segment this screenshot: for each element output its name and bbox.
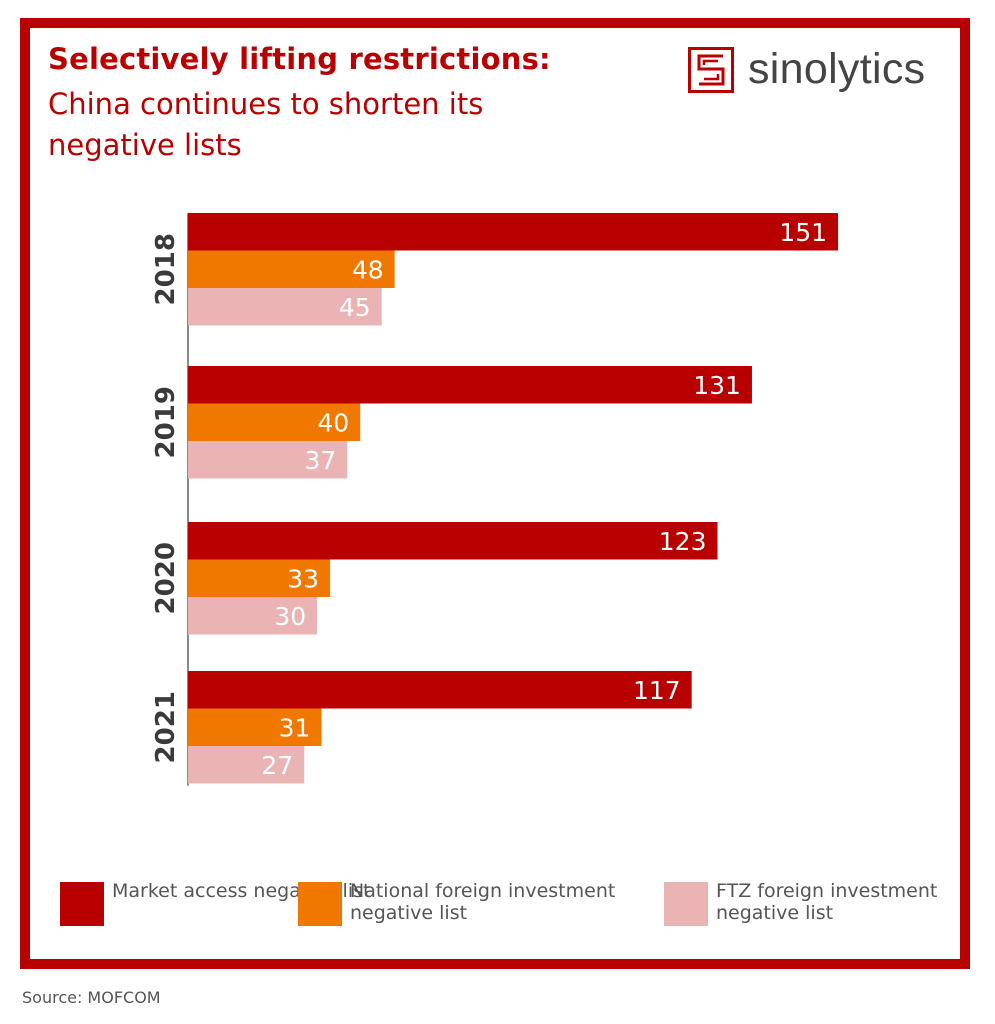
data-label-market-2020: 123 [659,527,707,556]
bar-ftz-2018 [188,288,382,326]
data-label-national-2020: 33 [287,564,319,593]
category-label-2020: 2020 [151,542,181,614]
bar-market-2018 [188,213,839,251]
bar-market-2020 [188,522,718,560]
brand-logo: sinolytics [688,45,948,99]
bar-national-2018 [188,250,395,288]
legend-swatch-ftz [664,882,708,926]
data-label-national-2021: 31 [279,713,311,742]
legend-label-ftz: FTZ foreign investment negative list [716,880,938,924]
chart-frame [20,18,970,969]
bar-ftz-2021 [188,746,305,784]
legend-swatch-market [60,882,104,926]
bar-national-2021 [188,708,322,746]
legend-swatch-national [298,882,342,926]
data-label-market-2019: 131 [693,371,741,400]
source-note: Source: MOFCOM [22,988,161,1007]
category-label-2018: 2018 [151,233,181,305]
data-label-national-2019: 40 [317,408,349,437]
data-label-national-2018: 48 [352,255,384,284]
chart-title: Selectively lifting restrictions: [48,42,551,76]
data-label-ftz-2018: 45 [339,293,371,322]
bar-national-2020 [188,559,331,597]
sinolytics-logo-icon [688,47,734,93]
data-label-ftz-2019: 37 [304,446,336,475]
logo-text: sinolytics [748,45,926,93]
data-label-market-2018: 151 [779,218,827,247]
data-label-ftz-2020: 30 [274,602,306,631]
bar-market-2019 [188,366,752,404]
data-label-market-2021: 117 [633,676,681,705]
bar-ftz-2019 [188,441,348,479]
bar-ftz-2020 [188,597,318,635]
legend-label-national: National foreign investment negative lis… [350,880,616,924]
category-label-2021: 2021 [151,691,181,763]
category-label-2019: 2019 [151,386,181,458]
bar-market-2021 [188,671,692,709]
data-label-ftz-2021: 27 [261,751,293,780]
bar-national-2019 [188,403,361,441]
chart-subtitle: China continues to shorten its negative … [48,87,484,162]
